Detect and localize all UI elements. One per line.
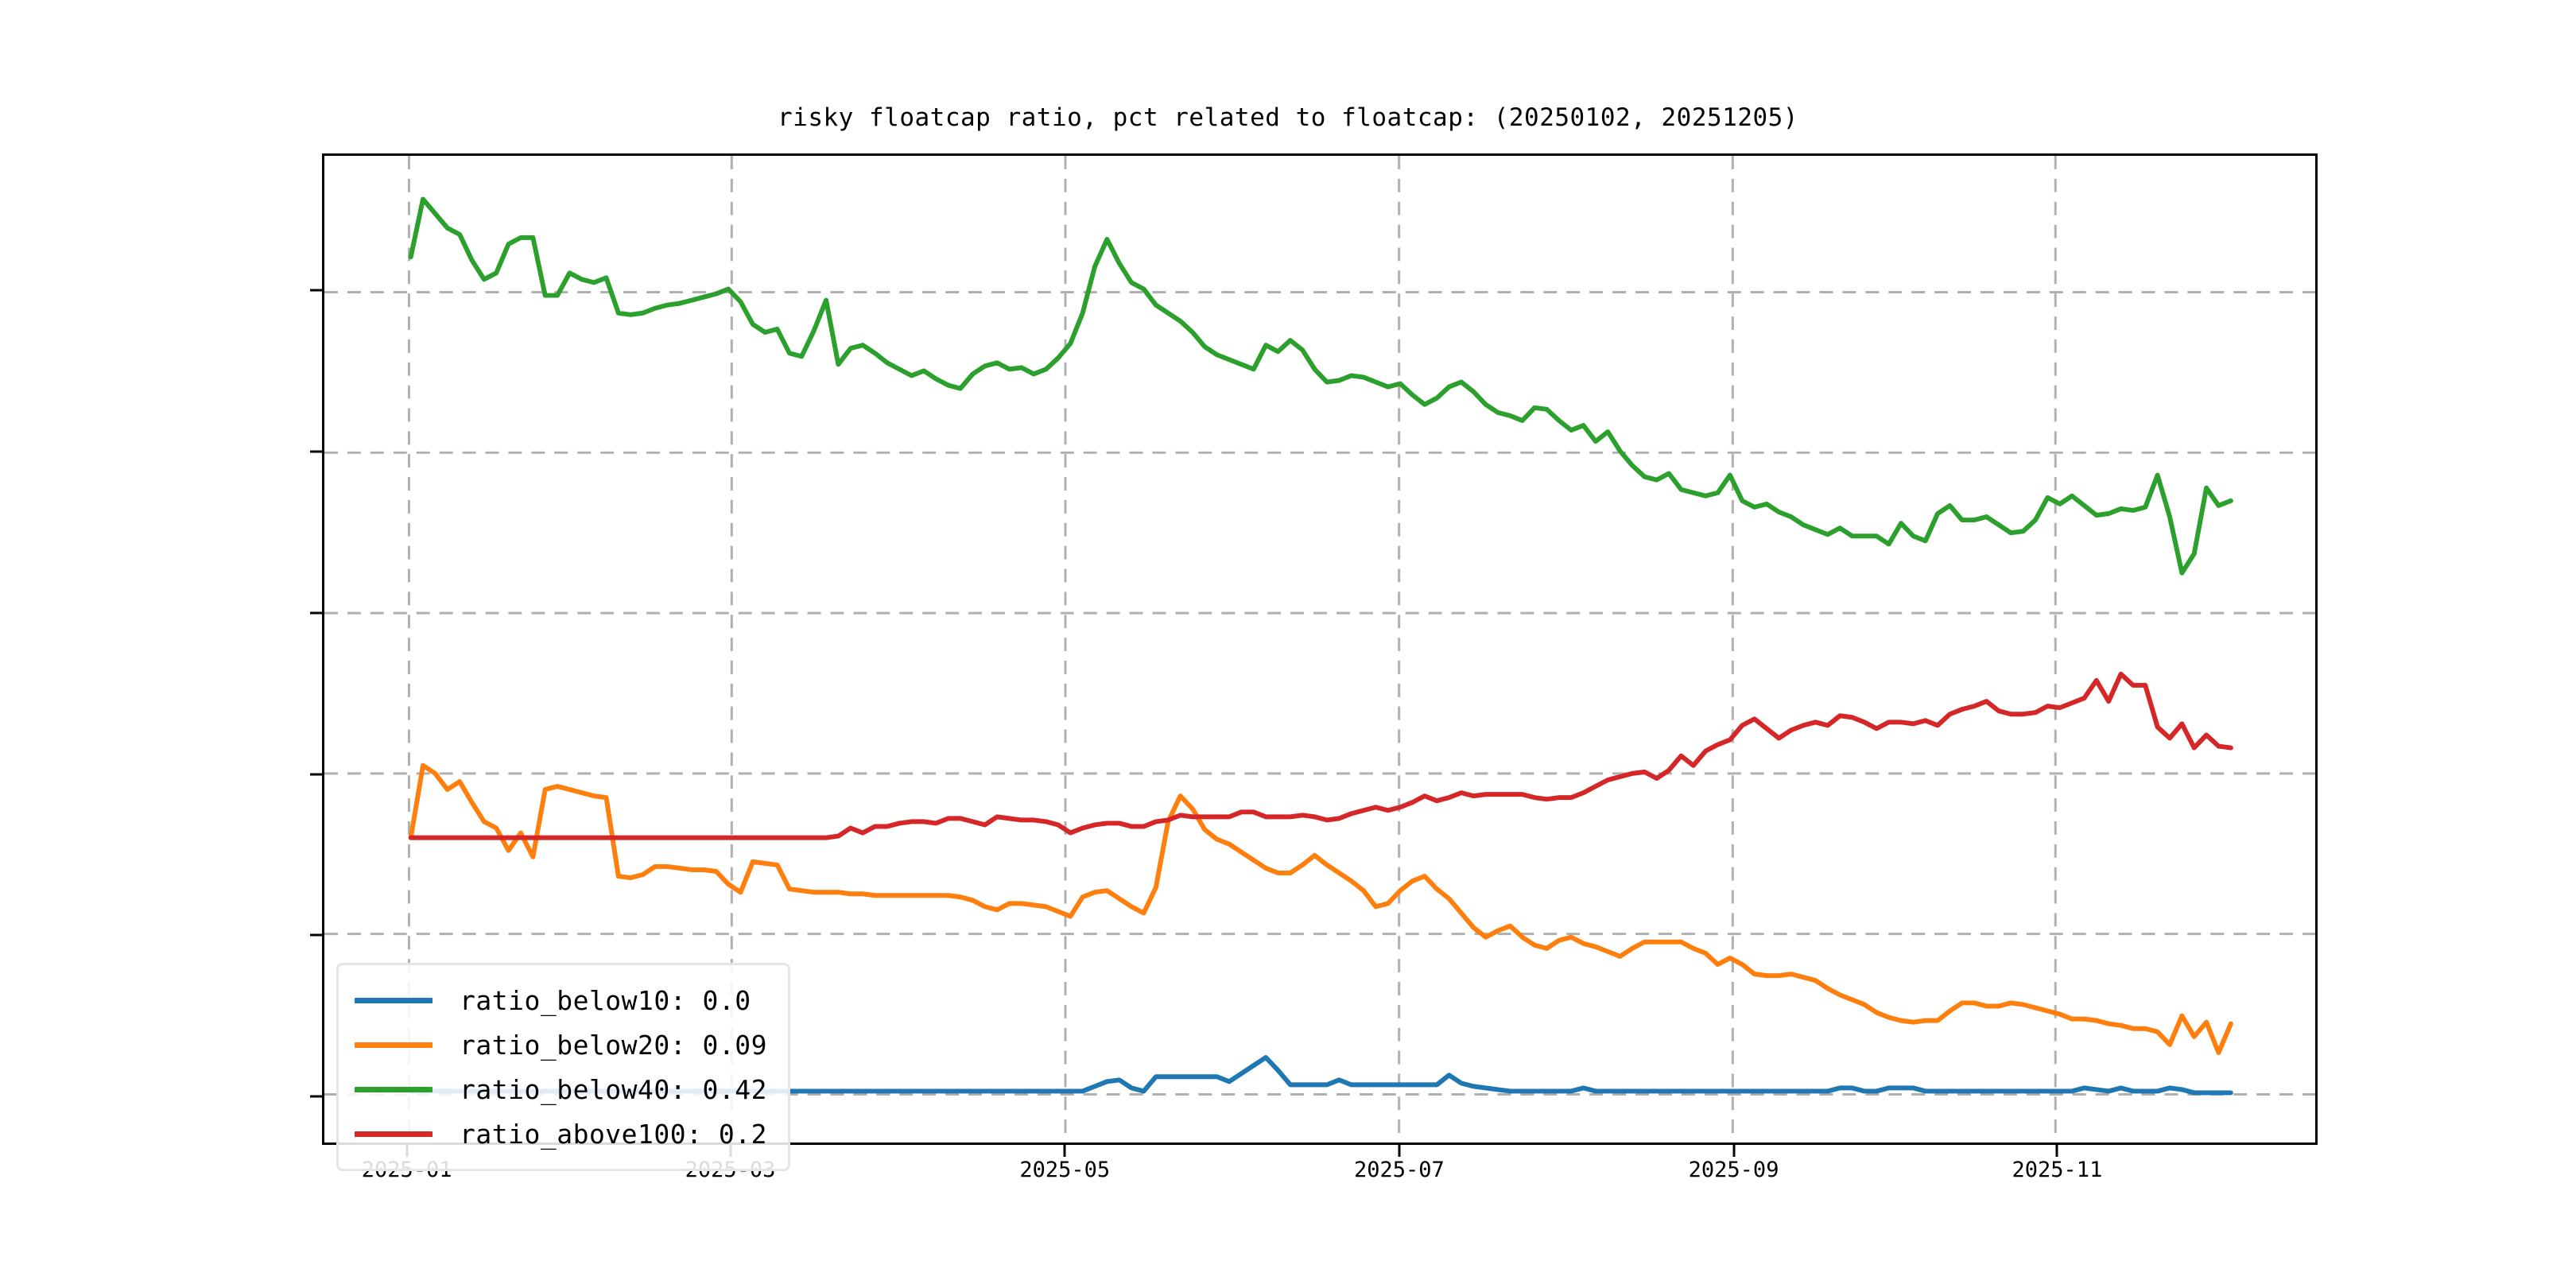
series-line-ratio_below40	[408, 196, 2233, 576]
legend-label: ratio_below20: 0.09	[460, 1029, 767, 1061]
series-line-ratio_above100	[408, 671, 2233, 840]
series-line-ratio_below20	[408, 762, 2233, 1055]
x-tick-label: 2025-07	[1353, 1158, 1445, 1182]
y-tick-mark	[310, 611, 322, 615]
x-tick-mark	[1063, 1145, 1066, 1157]
chart-title: risky floatcap ratio, pct related to flo…	[778, 103, 1798, 132]
x-tick-label: 2025-09	[1688, 1158, 1779, 1182]
y-tick-mark	[310, 933, 322, 937]
legend-color-swatch	[355, 1086, 433, 1092]
legend-item[interactable]: ratio_above100: 0.2	[355, 1111, 767, 1156]
legend-item[interactable]: ratio_below40: 0.42	[355, 1067, 767, 1111]
y-tick-mark	[310, 1095, 322, 1098]
legend-color-swatch	[355, 1131, 433, 1137]
x-tick-mark	[2055, 1145, 2058, 1157]
x-tick-label: 2025-05	[1019, 1158, 1111, 1182]
legend-item[interactable]: ratio_below20: 0.09	[355, 1022, 767, 1067]
legend-color-swatch	[355, 997, 433, 1003]
legend-label: ratio_above100: 0.2	[460, 1118, 767, 1150]
legend-box: ratio_below10: 0.0 ratio_below20: 0.09 rat…	[336, 963, 790, 1171]
x-tick-label: 2025-11	[2012, 1158, 2103, 1182]
legend-label: ratio_below40: 0.42	[460, 1073, 767, 1105]
x-tick-mark	[1398, 1145, 1401, 1157]
y-tick-mark	[310, 289, 322, 292]
legend-label: ratio_below10: 0.0	[460, 984, 751, 1016]
y-tick-mark	[310, 773, 322, 776]
legend-color-swatch	[355, 1042, 433, 1048]
x-tick-mark	[1732, 1145, 1736, 1157]
legend-item[interactable]: ratio_below10: 0.0	[355, 978, 767, 1022]
y-tick-mark	[310, 450, 322, 453]
